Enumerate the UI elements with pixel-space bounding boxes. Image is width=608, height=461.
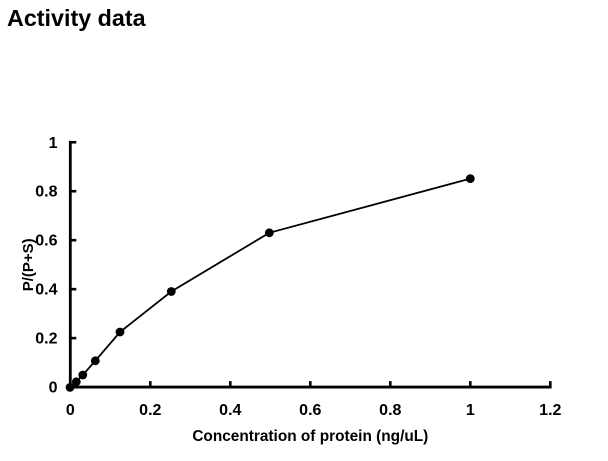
svg-text:1.2: 1.2 bbox=[539, 402, 561, 419]
svg-text:0.8: 0.8 bbox=[35, 184, 57, 201]
svg-text:0.2: 0.2 bbox=[139, 402, 161, 419]
svg-text:P/(P+S): P/(P+S) bbox=[20, 238, 37, 291]
svg-text:1: 1 bbox=[49, 135, 58, 152]
svg-text:0.6: 0.6 bbox=[35, 233, 57, 250]
svg-text:0.4: 0.4 bbox=[219, 402, 241, 419]
svg-text:0.6: 0.6 bbox=[299, 402, 321, 419]
svg-text:Activity data: Activity data bbox=[7, 5, 147, 31]
svg-text:0.8: 0.8 bbox=[379, 402, 401, 419]
svg-text:0: 0 bbox=[66, 402, 75, 419]
svg-text:1: 1 bbox=[466, 402, 475, 419]
svg-text:0.4: 0.4 bbox=[35, 282, 57, 299]
svg-text:0.2: 0.2 bbox=[35, 331, 57, 348]
svg-text:Concentration of protein (ng/u: Concentration of protein (ng/uL) bbox=[192, 428, 428, 445]
svg-text:0: 0 bbox=[49, 380, 58, 397]
